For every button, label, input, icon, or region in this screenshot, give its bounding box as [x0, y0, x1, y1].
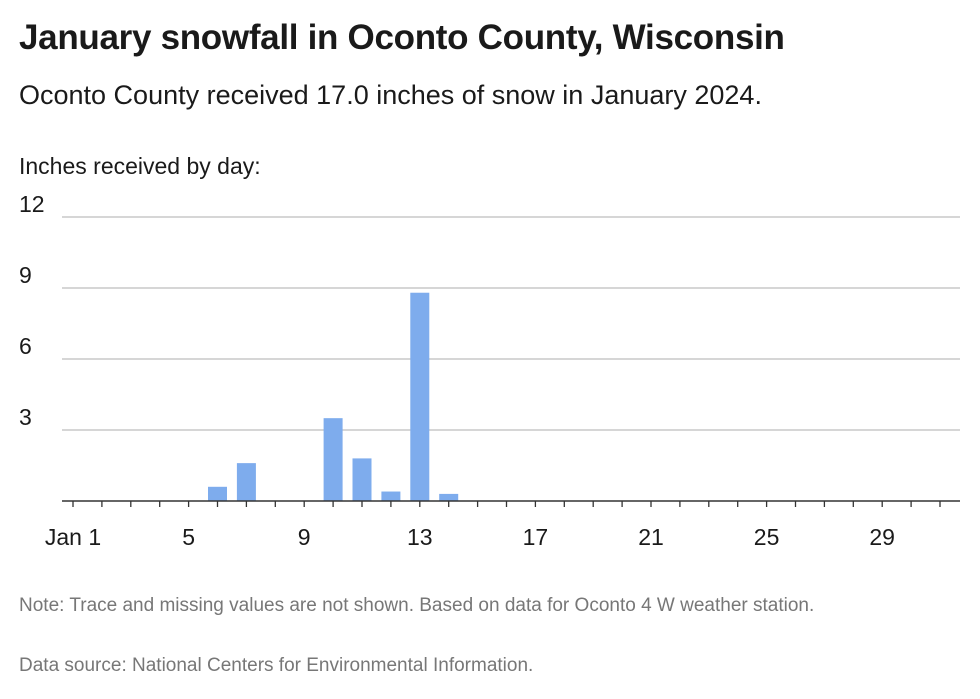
y-tick-label: 12	[19, 191, 45, 217]
x-tick-label: 17	[523, 524, 549, 550]
y-tick-label: 3	[19, 404, 32, 430]
bar-day-11	[352, 458, 372, 501]
bar-day-14	[439, 493, 459, 501]
x-tick-label: 21	[638, 524, 664, 550]
chart-note: Note: Trace and missing values are not s…	[19, 595, 815, 616]
x-tick-label: 25	[754, 524, 780, 550]
x-tick-label: Jan 1	[45, 524, 101, 550]
chart-title: January snowfall in Oconto County, Wisco…	[19, 18, 785, 57]
chart-subtitle: Oconto County received 17.0 inches of sn…	[19, 80, 762, 110]
bar-day-7	[236, 463, 256, 501]
data-source: Data source: National Centers for Enviro…	[19, 655, 534, 676]
y-tick-labels: 3 6 9 12	[19, 191, 45, 430]
x-axis	[62, 500, 960, 507]
x-tick-label: 13	[407, 524, 433, 550]
x-tick-labels: Jan 1 5 9 13 17 21 25 29	[45, 524, 895, 550]
bar-day-10	[323, 418, 343, 501]
x-tick-label: 9	[298, 524, 311, 550]
bars	[208, 292, 459, 501]
snowfall-bar-chart: 3 6 9 12 Jan 1 5 9 13 17 21 25 29	[19, 191, 960, 550]
y-axis-label: Inches received by day:	[19, 153, 261, 179]
y-tick-label: 6	[19, 333, 32, 359]
bar-day-12	[381, 491, 401, 501]
gridlines	[62, 216, 960, 431]
bar-day-13	[410, 292, 430, 501]
bar-day-6	[208, 486, 227, 501]
x-tick-label: 29	[869, 524, 895, 550]
x-tick-label: 5	[182, 524, 195, 550]
y-tick-label: 9	[19, 262, 32, 288]
